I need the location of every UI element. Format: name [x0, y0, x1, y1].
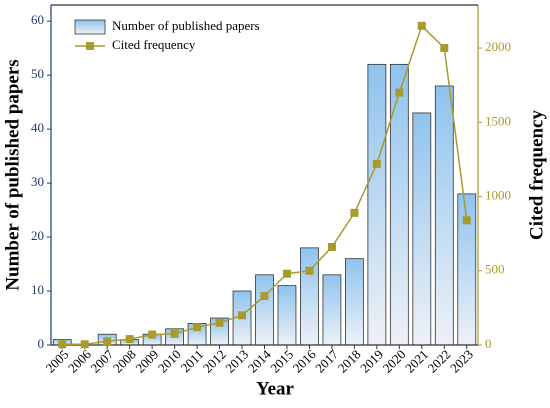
- x-tick-label: 2022: [425, 347, 454, 376]
- line-marker: [193, 323, 202, 332]
- bar: [277, 285, 297, 346]
- bar: [255, 274, 274, 346]
- y2-tick-label: 500: [485, 262, 505, 277]
- line-marker: [238, 311, 247, 320]
- line-marker: [440, 44, 449, 53]
- bar: [345, 258, 364, 346]
- line-marker: [282, 269, 291, 278]
- line-marker: [327, 243, 336, 252]
- y2-tick-label: 0: [485, 336, 492, 351]
- bar: [367, 63, 387, 346]
- y2-tick-label: 1500: [485, 113, 511, 128]
- x-tick-label: 2006: [65, 346, 94, 375]
- line-marker: [125, 335, 134, 344]
- bar: [322, 274, 342, 346]
- line-marker: [148, 330, 157, 339]
- x-tick-label: 2007: [87, 346, 116, 375]
- y-tick-label: 50: [31, 66, 44, 81]
- legend-label: Number of published papers: [112, 18, 260, 33]
- x-tick-label: 2013: [222, 347, 251, 376]
- bar: [389, 63, 409, 346]
- x-tick-label: 2017: [312, 346, 341, 375]
- bar: [412, 112, 432, 346]
- x-tick-label: 2009: [132, 347, 161, 376]
- y2-axis-label: Cited frequency: [526, 110, 547, 240]
- x-tick-label: 2010: [155, 347, 184, 376]
- x-tick-label: 2023: [447, 347, 476, 376]
- x-tick-label: 2016: [290, 346, 319, 375]
- legend-label: Cited frequency: [112, 37, 196, 52]
- line-marker: [305, 266, 314, 275]
- line-marker: [372, 159, 381, 168]
- line-marker: [395, 88, 404, 97]
- x-tick-label: 2014: [245, 346, 274, 375]
- y-tick-label: 20: [31, 228, 44, 243]
- x-tick-label: 2020: [380, 347, 409, 376]
- line-marker: [215, 318, 224, 327]
- x-tick-label: 2019: [357, 347, 386, 376]
- y2-tick-label: 2000: [485, 39, 511, 54]
- bar: [434, 85, 454, 346]
- legend-swatch: [74, 19, 106, 35]
- line-marker: [417, 21, 426, 30]
- line-marker: [260, 292, 269, 301]
- y-axis-label: Number of published papers: [2, 59, 23, 290]
- x-tick-label: 2005: [42, 347, 71, 376]
- y-tick-label: 0: [38, 336, 45, 351]
- y-tick-label: 60: [31, 12, 44, 27]
- x-tick-label: 2018: [335, 347, 364, 376]
- legend-swatch: [86, 42, 94, 50]
- y-tick-label: 40: [31, 120, 44, 135]
- bar: [300, 247, 319, 346]
- x-tick-label: 2012: [200, 347, 229, 376]
- line-marker: [462, 216, 471, 225]
- x-tick-label: 2011: [178, 347, 207, 376]
- x-tick-label: 2021: [402, 347, 431, 376]
- y-tick-label: 30: [31, 174, 44, 189]
- y-tick-label: 10: [31, 282, 44, 297]
- x-tick-label: 2008: [110, 347, 139, 376]
- line-marker: [80, 340, 89, 349]
- x-axis-label: Year: [256, 378, 295, 399]
- y2-tick-label: 1000: [485, 188, 511, 203]
- line-marker: [103, 337, 112, 346]
- line-marker: [350, 208, 359, 217]
- line-marker: [170, 329, 179, 338]
- line-marker: [58, 340, 67, 349]
- x-tick-label: 2015: [267, 347, 296, 376]
